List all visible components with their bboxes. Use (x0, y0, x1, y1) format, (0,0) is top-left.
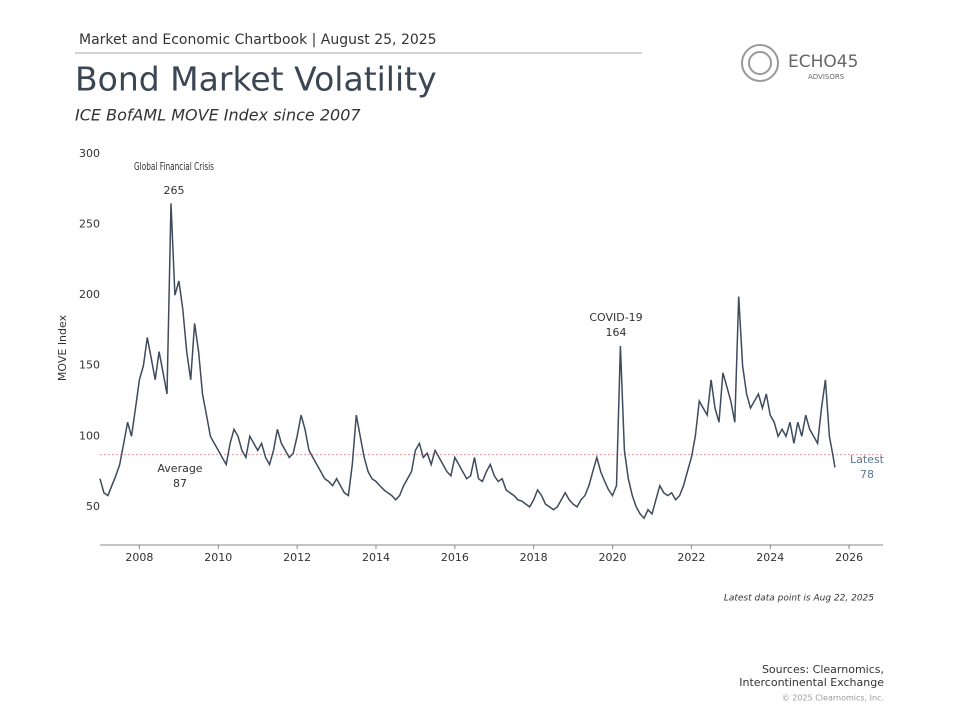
annotation-text: COVID-19 (589, 311, 642, 324)
y-tick-label: 200 (79, 288, 100, 301)
average-label: Average (157, 462, 202, 475)
logo: ECHO45 ADVISORS (741, 44, 858, 82)
copyright: © 2025 Clearnomics, Inc. (782, 694, 884, 703)
y-tick-label: 150 (79, 359, 100, 372)
y-axis-label: MOVE Index (56, 314, 69, 381)
logo-ring (748, 51, 772, 75)
x-tick-label: 2024 (756, 551, 784, 564)
x-tick-label: 2020 (599, 551, 627, 564)
y-tick-label: 250 (79, 218, 100, 231)
logo-ring (741, 44, 779, 82)
y-tick-label: 50 (86, 500, 100, 513)
chart-subtitle: ICE BofAML MOVE Index since 2007 (75, 106, 361, 125)
x-tick-label: 2014 (362, 551, 390, 564)
annotation-text: Global Financial Crisis (134, 160, 214, 173)
annotation-value: 164 (606, 326, 627, 339)
x-tick-label: 2008 (125, 551, 153, 564)
footnote: Latest data point is Aug 22, 2025 (724, 594, 874, 604)
annotation-value: 265 (164, 184, 185, 197)
x-tick-label: 2022 (677, 551, 705, 564)
annotation-value: 78 (860, 468, 874, 481)
x-tick-label: 2018 (520, 551, 548, 564)
source: Sources: Clearnomics, (762, 663, 884, 676)
header: Market and Economic Chartbook | August 2… (79, 32, 437, 48)
y-tick-label: 300 (79, 147, 100, 160)
x-tick-label: 2012 (283, 551, 311, 564)
y-tick-label: 100 (79, 429, 100, 442)
x-tick-label: 2026 (835, 551, 863, 564)
x-tick-label: 2016 (441, 551, 469, 564)
logo-tagline: ADVISORS (808, 73, 845, 81)
annotation-text: Latest (850, 453, 885, 466)
x-tick-label: 2010 (204, 551, 232, 564)
average-value: 87 (173, 477, 187, 490)
chart-title: Bond Market Volatility (75, 60, 437, 99)
series-line (99, 203, 836, 520)
source: Intercontinental Exchange (739, 676, 884, 689)
logo-name: ECHO45 (788, 52, 858, 72)
